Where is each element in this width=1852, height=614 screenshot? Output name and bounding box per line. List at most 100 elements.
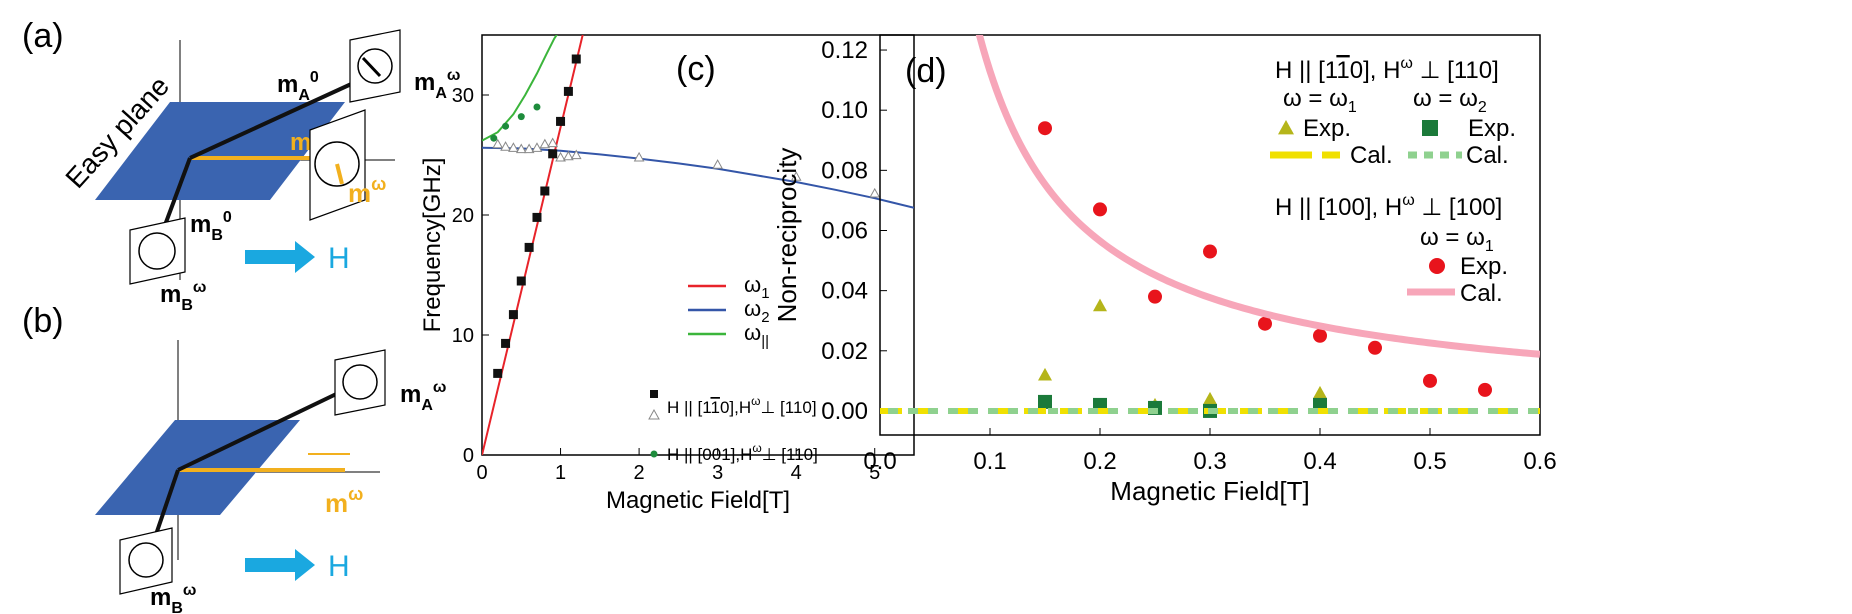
mA0-vector (189, 78, 361, 160)
legend-label-c: ω|| (744, 320, 769, 350)
data-point-c-3 (508, 310, 518, 320)
mBw-label-b: mBω (150, 582, 196, 614)
legend-header1-a: H || [1 (1275, 57, 1338, 84)
x-tick-label-c: 1 (555, 462, 566, 484)
legend-symbol-c: ω (744, 296, 761, 321)
y-axis-label-d: Non-reciprocity (772, 148, 802, 323)
legend-header2-d: H || [100], Hω ⊥ [100] (1275, 192, 1502, 221)
field-arrow-a-shaft (245, 250, 295, 264)
mA-omega-arrow (361, 56, 382, 78)
y-tick-label-d: 0.10 (821, 97, 868, 124)
data-point-d-2 (1038, 121, 1052, 136)
legend-exp-c-2c: ⊥ [110] (762, 445, 818, 464)
mA-precession-plane (349, 29, 401, 103)
x-tick-label-d: 0.4 (1303, 448, 1336, 475)
y-tick-label-d: 0.04 (821, 278, 868, 305)
data-point-c-4 (523, 143, 535, 154)
plot-area-c (482, 35, 914, 455)
legend-cal-d-1: Cal. (1350, 142, 1393, 169)
cal-curve-d (975, 35, 1540, 358)
y-tick-label-d: 0.06 (821, 217, 868, 244)
m-omega-arrow (335, 163, 344, 185)
data-point-d-0 (1038, 367, 1052, 381)
data-point-d-0 (1203, 391, 1217, 405)
panel-b: (b) mω mAω mBω H (22, 302, 446, 614)
data-point-c-5 (502, 122, 510, 130)
field-label-a: H (328, 242, 350, 275)
legend-cal-d-3: Cal. (1460, 280, 1503, 307)
panel-b-label: (b) (22, 302, 64, 340)
legend-label-c: ω2 (744, 296, 770, 326)
legend-exp-d-1: Exp. (1303, 115, 1351, 142)
data-point-c-3 (540, 186, 550, 196)
field-arrow-b-shaft (245, 558, 295, 572)
data-point-c-3 (516, 276, 526, 286)
mA-vector-b (177, 383, 356, 472)
legend-header2-c: ⊥ [100] (1415, 194, 1503, 221)
legend-col-w3-sub: 1 (1485, 238, 1494, 255)
legend-col-w2-t: ω = ω (1413, 85, 1478, 112)
legend-marker-c-square (650, 390, 658, 398)
mw-label: mω (348, 174, 386, 208)
legend-header2-a: H || [100], H (1275, 194, 1402, 221)
data-point-c-3 (548, 149, 558, 159)
legend-marker-c-triangle (648, 408, 660, 420)
plot-frame-c (481, 34, 915, 456)
y-tick-label-d: 0.08 (821, 157, 868, 184)
legend-symbol-c: ω (744, 272, 761, 297)
plot-area-d (880, 35, 1540, 418)
data-point-c-3 (524, 242, 534, 252)
legend-col-w1-sub: 1 (1348, 99, 1357, 116)
data-point-c-3 (501, 338, 511, 348)
legend-header1-d: H || [110], Hω ⊥ [110] (1275, 55, 1499, 84)
legend-exp-c-1bar: 1 (710, 398, 719, 417)
data-point-c-4 (500, 141, 511, 151)
legend-exp-c-1b: 0],H (720, 398, 751, 417)
data-point-d-0 (1313, 385, 1327, 399)
y-tick-label-d: 0.00 (821, 398, 868, 425)
field-arrow-b-head (295, 549, 315, 581)
x-tick-label-c: 4 (791, 462, 802, 484)
mB-precession-circle-b (128, 542, 164, 578)
data-point-c-3 (493, 368, 503, 378)
y-tick-label-c: 10 (452, 325, 474, 347)
y-tick-label-d: 0.12 (821, 37, 868, 64)
mA-precession-circle-b (342, 364, 378, 400)
field-arrow-a-head (295, 241, 315, 273)
legend-col-w3-t: ω = ω (1420, 224, 1485, 251)
data-point-c-4 (712, 159, 723, 169)
y-axis-label-c: Frequency[GHz] (419, 158, 446, 333)
data-point-c-5 (533, 103, 541, 111)
x-tick-label-d: 0.3 (1193, 448, 1226, 475)
m-precession-circle (314, 141, 360, 187)
data-point-d-2 (1093, 202, 1107, 217)
mB-precession-circle (138, 232, 176, 270)
field-label-b: H (328, 550, 350, 583)
legend-symbol-c: ω (744, 320, 761, 345)
data-point-c-4 (531, 142, 543, 152)
data-point-d-2 (1313, 328, 1327, 343)
legend-label-c: ω1 (744, 272, 770, 302)
legend-exp-c-1c: ⊥ [110] (761, 398, 817, 417)
data-point-c-4 (790, 171, 802, 181)
legend-exp-c-1: H || [110],Hω⊥ [110] (667, 394, 817, 417)
mw-label-b: mω (325, 484, 363, 518)
legend-marker-d-square (1422, 120, 1438, 136)
legend-col-w1: ω = ω1 (1283, 85, 1357, 116)
data-point-c-4 (515, 143, 527, 154)
mBw-label: mBω (160, 279, 206, 314)
legend-marker-d-circle (1429, 258, 1445, 274)
series-line-c-2 (482, 35, 558, 142)
data-point-c-3 (556, 116, 566, 126)
data-point-c-5 (517, 113, 525, 121)
data-point-d-2 (1423, 373, 1437, 388)
mB0-label: mB0 (190, 209, 232, 244)
y-tick-label-c: 20 (452, 205, 474, 227)
legend-exp-c-2sup: ω (752, 441, 761, 455)
data-point-d-2 (1203, 244, 1217, 259)
data-point-c-3 (571, 54, 581, 64)
easy-plane (95, 102, 345, 200)
data-point-c-5 (490, 134, 498, 142)
legend-marker-d-triangle (1278, 120, 1294, 135)
